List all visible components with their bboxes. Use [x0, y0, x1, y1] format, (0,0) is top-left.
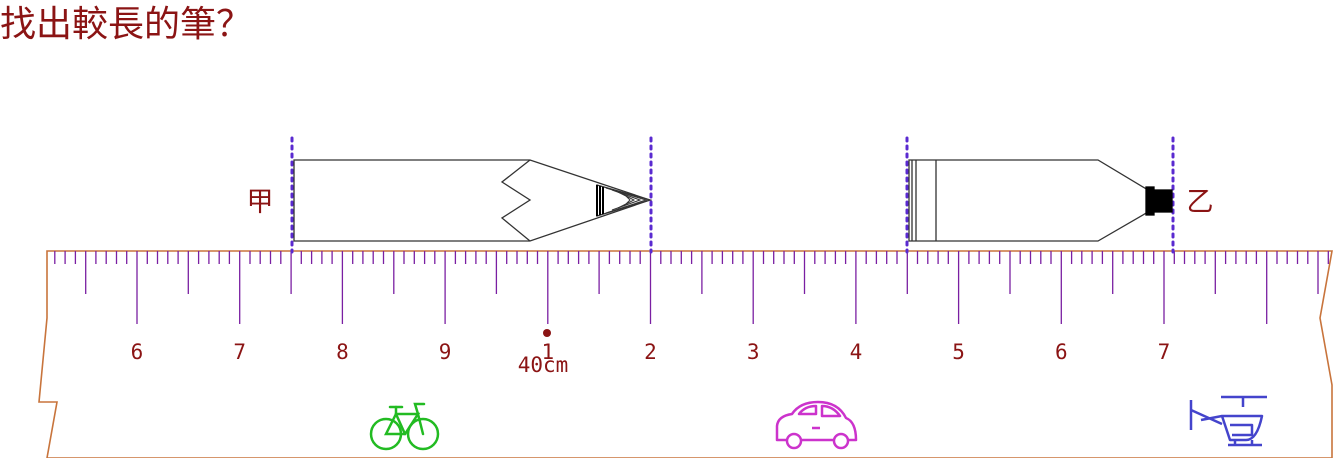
ruler-number: 3 — [747, 340, 760, 364]
marker-yi — [909, 160, 1172, 241]
ruler-number: 6 — [131, 340, 144, 364]
ruler-number: 4 — [850, 340, 863, 364]
ruler-number: 5 — [952, 340, 965, 364]
ruler-number: 2 — [644, 340, 657, 364]
ruler-number: 7 — [1158, 340, 1171, 364]
pen-label-yi: 乙 — [1187, 187, 1214, 218]
pen-label-jia: 甲 — [247, 187, 274, 218]
ruler-number: 9 — [439, 340, 452, 364]
ruler-number: 8 — [336, 340, 349, 364]
center-mark-label: 40cm — [518, 353, 569, 377]
center-mark-dot — [543, 329, 551, 337]
ruler-number: 6 — [1055, 340, 1068, 364]
pencil-jia — [294, 160, 650, 241]
ruler-number: 7 — [233, 340, 246, 364]
question-title: 找出較長的筆？ — [0, 4, 252, 45]
